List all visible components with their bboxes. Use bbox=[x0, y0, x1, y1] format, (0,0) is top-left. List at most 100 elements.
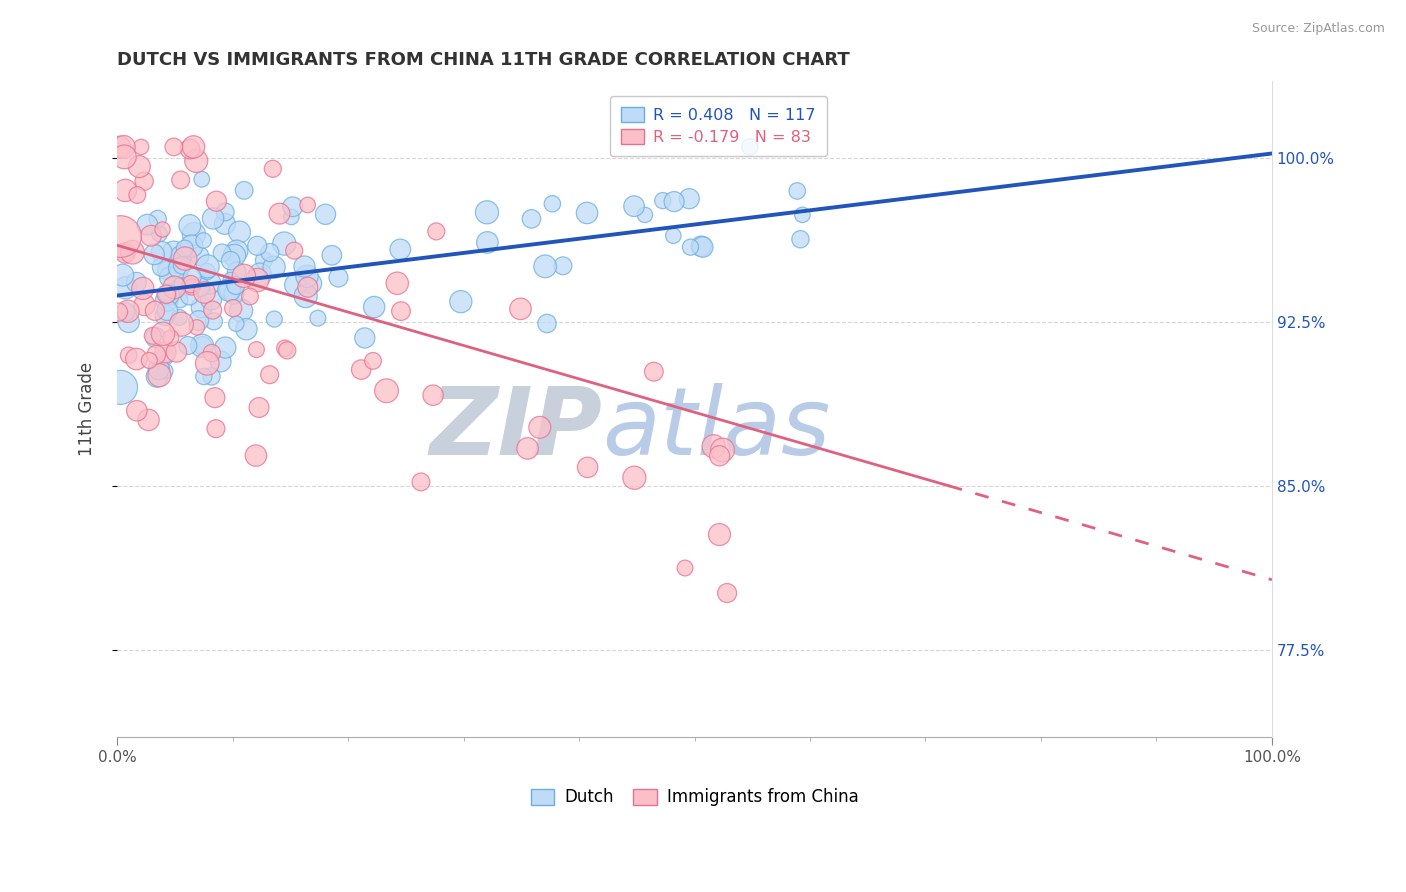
Point bbox=[218, 283, 240, 297]
Point bbox=[142, 328, 165, 343]
Point bbox=[153, 350, 176, 364]
Point bbox=[281, 200, 304, 214]
Point bbox=[409, 475, 432, 489]
Point bbox=[232, 268, 254, 283]
Point bbox=[198, 276, 221, 290]
Point bbox=[219, 273, 242, 287]
Point bbox=[363, 300, 385, 314]
Point bbox=[534, 260, 557, 274]
Point bbox=[224, 248, 246, 262]
Point bbox=[209, 354, 232, 368]
Point bbox=[145, 348, 167, 362]
Point bbox=[110, 380, 132, 394]
Point bbox=[551, 259, 574, 273]
Point bbox=[160, 331, 183, 345]
Point bbox=[273, 236, 295, 251]
Point bbox=[246, 239, 269, 253]
Point bbox=[179, 142, 201, 156]
Point bbox=[155, 287, 177, 301]
Point bbox=[321, 248, 343, 262]
Point bbox=[235, 322, 257, 336]
Point bbox=[117, 304, 139, 318]
Point bbox=[738, 140, 761, 154]
Point bbox=[170, 249, 193, 263]
Point bbox=[169, 293, 191, 307]
Point bbox=[662, 228, 685, 243]
Point bbox=[111, 268, 134, 282]
Point bbox=[121, 245, 143, 260]
Point bbox=[172, 258, 194, 272]
Point bbox=[361, 354, 384, 368]
Point bbox=[233, 183, 256, 197]
Point bbox=[651, 194, 673, 208]
Point bbox=[163, 140, 186, 154]
Point bbox=[125, 403, 148, 417]
Point bbox=[118, 315, 141, 329]
Point bbox=[165, 345, 187, 359]
Point bbox=[125, 351, 148, 366]
Point bbox=[789, 232, 811, 246]
Point bbox=[422, 388, 444, 402]
Point bbox=[155, 345, 177, 359]
Point bbox=[350, 362, 373, 376]
Point bbox=[169, 310, 191, 325]
Point bbox=[146, 212, 169, 227]
Point bbox=[195, 264, 218, 278]
Point bbox=[143, 247, 166, 261]
Point bbox=[129, 140, 152, 154]
Point bbox=[155, 364, 177, 378]
Point bbox=[520, 211, 543, 226]
Point bbox=[662, 194, 685, 209]
Point bbox=[183, 140, 205, 154]
Point bbox=[259, 368, 281, 382]
Point bbox=[136, 218, 159, 232]
Point bbox=[107, 305, 129, 319]
Point bbox=[125, 275, 148, 289]
Point bbox=[576, 460, 599, 475]
Point bbox=[225, 244, 247, 259]
Point bbox=[202, 211, 225, 226]
Point bbox=[163, 280, 186, 294]
Point bbox=[169, 280, 191, 294]
Point bbox=[177, 338, 200, 352]
Point bbox=[114, 245, 136, 260]
Point bbox=[114, 246, 136, 260]
Point bbox=[112, 150, 135, 164]
Point bbox=[205, 194, 228, 209]
Point bbox=[148, 368, 170, 383]
Point bbox=[200, 293, 222, 307]
Point bbox=[375, 384, 398, 398]
Point bbox=[541, 196, 564, 211]
Point bbox=[450, 294, 472, 309]
Text: DUTCH VS IMMIGRANTS FROM CHINA 11TH GRADE CORRELATION CHART: DUTCH VS IMMIGRANTS FROM CHINA 11TH GRAD… bbox=[117, 51, 849, 69]
Point bbox=[353, 331, 375, 345]
Point bbox=[134, 174, 156, 188]
Point bbox=[200, 369, 222, 384]
Point bbox=[214, 205, 236, 219]
Point bbox=[197, 260, 219, 274]
Point bbox=[114, 184, 136, 198]
Point bbox=[229, 303, 252, 318]
Point bbox=[191, 172, 214, 186]
Point bbox=[225, 264, 247, 278]
Point bbox=[188, 280, 211, 294]
Point bbox=[179, 289, 201, 303]
Point bbox=[155, 263, 177, 277]
Point bbox=[673, 561, 696, 575]
Point bbox=[193, 234, 215, 248]
Point bbox=[152, 326, 174, 341]
Legend: Dutch, Immigrants from China: Dutch, Immigrants from China bbox=[524, 781, 865, 813]
Point bbox=[180, 277, 202, 291]
Point bbox=[156, 293, 179, 307]
Text: atlas: atlas bbox=[602, 384, 831, 475]
Point bbox=[623, 199, 645, 213]
Point bbox=[146, 369, 169, 384]
Point bbox=[262, 161, 284, 176]
Point bbox=[193, 285, 215, 300]
Point bbox=[225, 278, 247, 293]
Point bbox=[711, 443, 734, 458]
Point bbox=[211, 246, 233, 260]
Point bbox=[315, 207, 337, 221]
Point bbox=[634, 208, 657, 222]
Point bbox=[389, 243, 412, 257]
